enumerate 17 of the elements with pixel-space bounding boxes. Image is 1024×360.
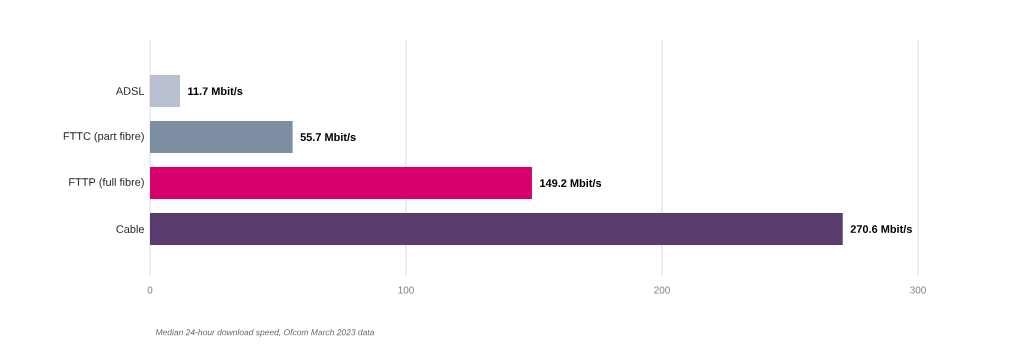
data-label: 11.7 Mbit/s [188, 86, 243, 96]
x-tick-label: 100 [398, 286, 414, 294]
bar [150, 167, 532, 200]
data-label: 270.6 Mbit/s [850, 224, 912, 234]
y-tick-label: ADSL [115, 87, 145, 95]
y-tick-label: FTTC (part fibre) [63, 131, 144, 143]
data-label: 55.7 Mbit/s [300, 132, 356, 142]
x-tick-label: 300 [910, 286, 926, 294]
y-tick-label: FTTP (full fibre) [69, 177, 144, 189]
x-tick-label: 0 [147, 286, 153, 294]
bar [150, 213, 843, 246]
bar [150, 75, 180, 108]
bar [150, 121, 293, 154]
x-tick-label: 200 [654, 286, 670, 294]
y-tick-label: Cable [116, 224, 144, 234]
text: Median 24-hour download speed, Ofcom March 2023 data [155, 329, 375, 337]
data-label: 149.2 Mbit/s [540, 178, 602, 188]
